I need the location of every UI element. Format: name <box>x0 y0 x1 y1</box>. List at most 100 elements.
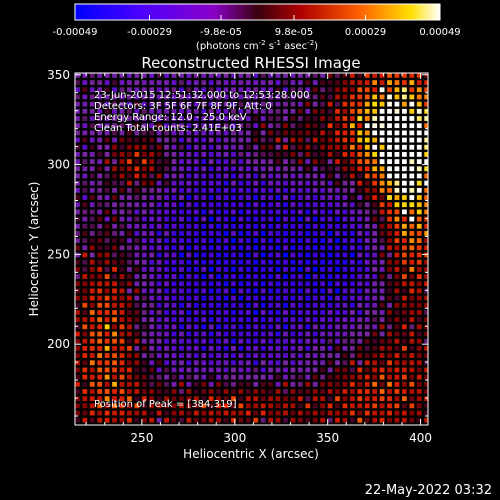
heatmap-cell <box>424 73 428 78</box>
heatmap-cell <box>127 216 132 222</box>
heatmap-cell <box>75 338 80 344</box>
heatmap-cell <box>97 353 103 358</box>
heatmap-cell <box>201 108 207 114</box>
heatmap-cell <box>312 345 318 351</box>
heatmap-cell <box>238 353 244 358</box>
heatmap-cell <box>387 223 392 229</box>
heatmap-cell <box>134 338 140 344</box>
heatmap-cell <box>149 274 155 279</box>
heatmap-cell <box>342 144 348 150</box>
heatmap-cell <box>156 130 162 136</box>
heatmap-cell <box>409 80 415 85</box>
heatmap-cell <box>193 144 199 150</box>
heatmap-cell <box>156 94 162 100</box>
heatmap-cell <box>82 259 88 265</box>
heatmap-cell <box>394 101 400 107</box>
heatmap-cell <box>379 159 385 165</box>
heatmap-cell <box>394 324 400 330</box>
heatmap-cell <box>171 353 177 358</box>
heatmap-cell <box>179 94 184 100</box>
heatmap-cell <box>208 137 214 143</box>
heatmap-cell <box>253 338 259 344</box>
heatmap-cell <box>260 302 266 308</box>
heatmap-cell <box>416 223 422 229</box>
heatmap-cell <box>201 403 207 409</box>
heatmap-cell <box>82 130 88 136</box>
heatmap-cell <box>238 152 244 157</box>
heatmap-cell <box>416 360 422 366</box>
heatmap-cell <box>283 317 288 323</box>
heatmap-cell <box>179 396 184 402</box>
heatmap-cell <box>416 152 422 157</box>
heatmap-cell <box>112 338 117 344</box>
heatmap-cell <box>320 274 326 279</box>
heatmap-cell <box>409 238 415 244</box>
heatmap-cell <box>112 108 117 114</box>
heatmap-cell <box>335 108 340 114</box>
heatmap-cell <box>89 223 95 229</box>
heatmap-cell <box>401 324 407 330</box>
heatmap-cell <box>112 159 117 165</box>
heatmap-cell <box>253 209 259 215</box>
heatmap-cell <box>283 367 288 373</box>
heatmap-cell <box>364 144 370 150</box>
heatmap-cell <box>231 202 236 208</box>
heatmap-cell <box>342 302 348 308</box>
heatmap-cell <box>394 144 400 150</box>
heatmap-cell <box>179 360 184 366</box>
heatmap-cell <box>127 116 132 121</box>
heatmap-cell <box>104 310 110 315</box>
heatmap-cell <box>201 331 207 337</box>
heatmap-cell <box>320 288 326 294</box>
heatmap-cell <box>104 367 110 373</box>
heatmap-cell <box>305 274 311 279</box>
heatmap-cell <box>208 245 214 251</box>
heatmap-cell <box>395 66 400 71</box>
heatmap-cell <box>149 302 155 308</box>
heatmap-cell <box>223 381 229 387</box>
heatmap-cell <box>327 295 333 301</box>
heatmap-cell <box>364 295 370 301</box>
heatmap-cell <box>127 266 132 272</box>
heatmap-cell <box>201 317 207 323</box>
heatmap-cell <box>149 281 155 287</box>
heatmap-cell <box>75 288 80 294</box>
heatmap-cell <box>104 209 110 215</box>
heatmap-cell <box>75 331 80 337</box>
heatmap-cell <box>208 101 214 107</box>
heatmap-cell <box>201 238 207 244</box>
heatmap-cell <box>208 266 214 272</box>
heatmap-cell <box>186 116 192 121</box>
heatmap-cell <box>112 381 117 387</box>
heatmap-cell <box>283 159 288 165</box>
x-tick-label: 350 <box>316 431 339 445</box>
y-tick-label: 350 <box>47 68 70 82</box>
heatmap-cell <box>112 360 117 366</box>
heatmap-cell <box>238 123 244 129</box>
heatmap-cell <box>379 87 385 93</box>
heatmap-cell <box>372 360 378 366</box>
heatmap-cell <box>424 80 428 85</box>
heatmap-cell <box>186 108 192 114</box>
heatmap-cell <box>223 94 229 100</box>
heatmap-cell <box>268 187 274 193</box>
heatmap-cell <box>171 130 177 136</box>
heatmap-cell <box>112 295 117 301</box>
heatmap-cell <box>245 417 251 423</box>
heatmap-cell <box>342 116 348 121</box>
heatmap-cell <box>424 173 428 179</box>
heatmap-cell <box>245 223 251 229</box>
heatmap-cell <box>201 345 207 351</box>
heatmap-cell <box>364 331 370 337</box>
heatmap-cell <box>134 187 140 193</box>
heatmap-cell <box>342 238 348 244</box>
heatmap-cell <box>320 396 326 402</box>
heatmap-cell <box>75 245 80 251</box>
heatmap-cell <box>283 108 288 114</box>
heatmap-cell <box>141 231 147 236</box>
heatmap-cell <box>156 288 162 294</box>
heatmap-cell <box>97 130 103 136</box>
heatmap-cell <box>268 108 274 114</box>
heatmap-cell <box>164 209 169 215</box>
heatmap-cell <box>394 73 400 78</box>
